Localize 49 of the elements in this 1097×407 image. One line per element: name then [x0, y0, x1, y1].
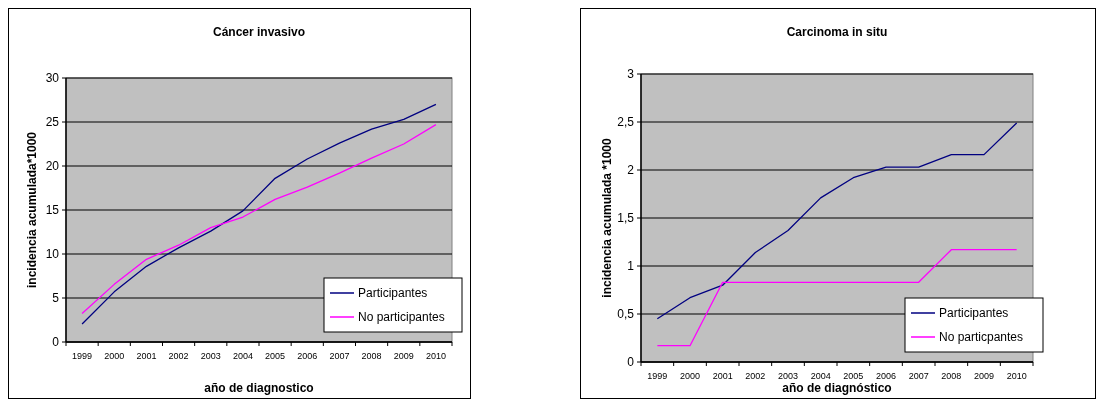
y-tick-label: 0,5 — [617, 307, 635, 322]
x-tick-label: 1999 — [72, 351, 93, 361]
chart-title: Cáncer invasivo — [212, 25, 306, 39]
x-tick-label: 2005 — [843, 371, 864, 381]
y-axis-title: incidencia acumulada *1000 — [600, 137, 614, 298]
y-tick-label: 5 — [52, 291, 60, 306]
y-tick-label: 0 — [52, 335, 60, 350]
y-tick-label: 20 — [45, 159, 60, 174]
x-tick-label: 2001 — [136, 351, 157, 361]
y-tick-label: 2 — [627, 163, 635, 178]
legend-label: Participantes — [358, 286, 428, 301]
x-tick-label: 2000 — [679, 371, 701, 381]
y-axis-title: incidencia acumulada*1000 — [25, 131, 39, 289]
x-axis-title: año de diagnóstico — [782, 381, 892, 395]
chart-title: Carcinoma in situ — [786, 25, 888, 39]
x-tick-label: 2008 — [361, 351, 382, 361]
y-tick-label: 3 — [627, 67, 635, 82]
x-tick-label: 2002 — [168, 351, 189, 361]
legend-label: No participantes — [358, 310, 445, 325]
x-tick-label: 2001 — [712, 371, 733, 381]
y-tick-label: 15 — [45, 203, 60, 218]
x-tick-label: 2002 — [745, 371, 766, 381]
y-tick-label: 0 — [627, 355, 635, 370]
x-tick-label: 2010 — [1006, 371, 1027, 381]
x-tick-label: 2007 — [329, 351, 350, 361]
x-axis-title: año de diagnostico — [204, 381, 314, 395]
x-tick-label: 2003 — [200, 351, 221, 361]
x-tick-label: 2010 — [425, 351, 446, 361]
y-tick-label: 2,5 — [617, 115, 635, 130]
y-tick-label: 10 — [45, 247, 60, 262]
x-tick-label: 2003 — [777, 371, 799, 381]
y-tick-label: 30 — [45, 71, 60, 86]
legend-label: Participantes — [939, 306, 1009, 321]
x-tick-label: 2006 — [875, 371, 897, 381]
x-tick-label: 2004 — [810, 371, 831, 381]
y-tick-label: 25 — [45, 115, 60, 130]
y-tick-label: 1,5 — [617, 211, 635, 226]
x-tick-label: 1999 — [647, 371, 668, 381]
x-tick-label: 2005 — [265, 351, 286, 361]
x-tick-label: 2004 — [232, 351, 253, 361]
legend-label: No particpantes — [939, 330, 1024, 345]
x-tick-label: 2007 — [908, 371, 929, 381]
line-series — [656, 122, 1018, 320]
x-tick-label: 2006 — [297, 351, 318, 361]
x-tick-label: 2000 — [104, 351, 125, 361]
x-tick-label: 2008 — [941, 371, 962, 381]
x-tick-label: 2009 — [393, 351, 414, 361]
x-tick-label: 2009 — [973, 371, 995, 381]
y-tick-label: 1 — [627, 259, 635, 274]
